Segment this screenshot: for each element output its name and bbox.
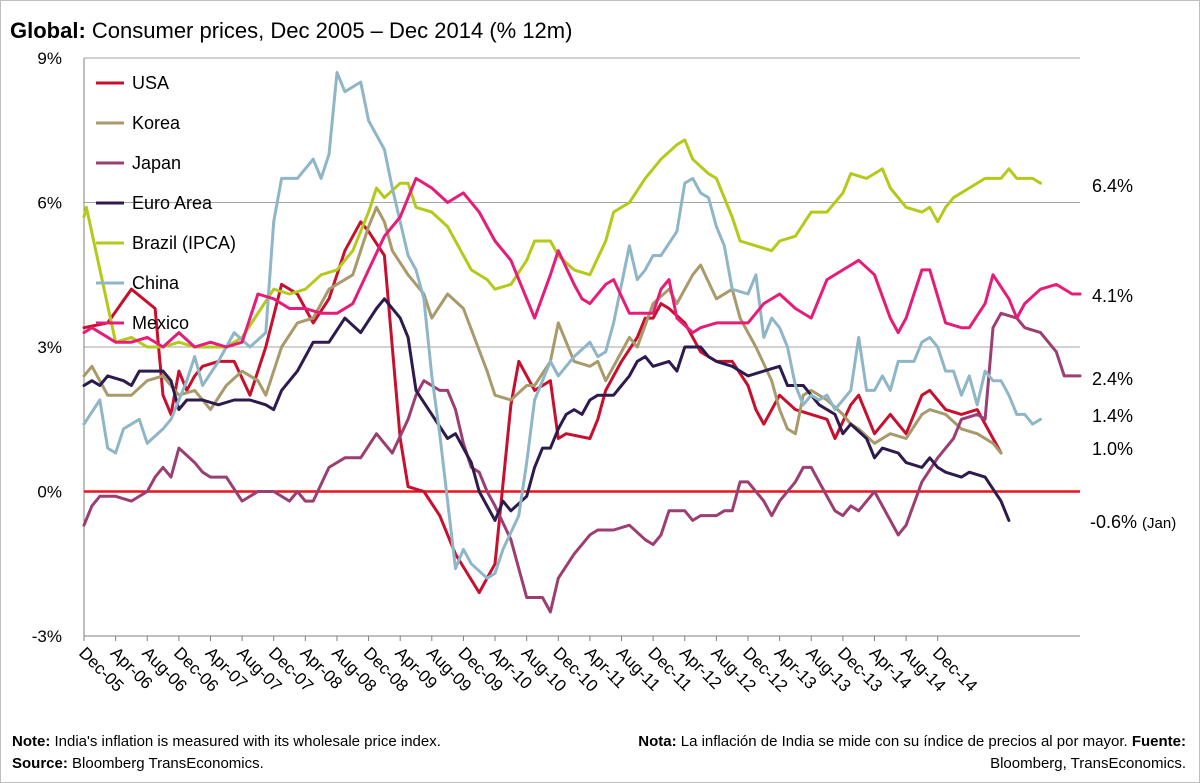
y-tick-label: 3% [37,338,62,357]
series-line-euro-area [82,297,1011,522]
end-label-value: -0.6% [1090,512,1142,532]
series-line-mexico [82,176,1082,349]
series-lines [82,71,1082,614]
end-label: -0.6% (Jan) [1090,512,1176,532]
source-text: Bloomberg TransEconomics. [67,755,264,772]
y-tick-label: -3% [32,627,62,646]
end-label: 6.4% [1092,176,1133,196]
gridlines [84,57,1080,637]
legend-label: Mexico [132,313,189,333]
fuente-text: Bloomberg, TransEconomics. [990,755,1186,772]
legend-label: Japan [132,153,181,173]
series-line-usa [82,220,1003,595]
legend-label: China [132,273,180,293]
legend-label: USA [132,73,169,93]
y-tick-label: 9% [37,49,62,68]
legend-label: Euro Area [132,193,213,213]
end-label: 4.1% [1092,286,1133,306]
fuente-label: Fuente: [1131,733,1186,750]
series-line-china [82,71,1042,580]
chart-title-rest: Consumer prices, Dec 2005 – Dec 2014 (% … [85,18,573,43]
end-label-note: (Jan) [1142,515,1176,532]
end-label: 2.4% [1092,369,1133,389]
y-tick-label: 0% [37,483,62,502]
legend: USA Korea Japan Euro Area Brazil (IPCA) China… [96,73,236,333]
chart-title: Global: Consumer prices, Dec 2005 – Dec … [10,18,572,44]
nota-label: Nota: [638,733,677,750]
series-line-brazil-ipca [82,138,1042,349]
end-label: 1.0% [1092,439,1133,459]
series-line-japan [82,311,1082,614]
series-line-korea [82,205,1003,455]
y-tick-label: 6% [37,194,62,213]
chart-title-bold: Global: [10,18,86,43]
legend-label: Brazil (IPCA) [132,233,236,253]
note-spanish: Nota: La inflación de India se mide con … [626,731,1186,775]
end-label: 1.4% [1092,406,1133,426]
legend-label: Korea [132,113,181,133]
note-english: Note: India's inflation is measured with… [12,731,472,775]
note-label: Note: [12,733,51,750]
note-text: India's inflation is measured with its w… [50,733,441,750]
source-label: Source: [12,755,68,772]
nota-text: La inflación de India se mide con su índ… [676,733,1132,750]
end-labels: 1.0% 2.4% -0.6% (Jan) 6.4% 1.4% 4.1% [1090,176,1176,532]
